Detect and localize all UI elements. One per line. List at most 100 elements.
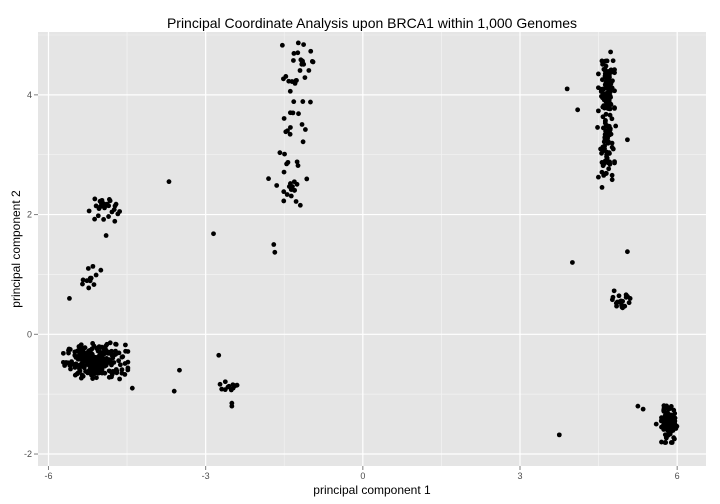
data-point	[99, 370, 105, 376]
data-point	[119, 367, 125, 373]
data-point	[109, 209, 115, 215]
x-tick-label: -6	[44, 471, 52, 481]
data-point	[295, 50, 301, 56]
data-point	[616, 293, 622, 299]
data-point	[599, 77, 605, 83]
data-point	[104, 201, 110, 207]
data-point	[297, 68, 303, 73]
data-point	[291, 99, 297, 105]
data-point	[603, 171, 609, 176]
data-point	[286, 78, 292, 84]
data-point	[119, 354, 125, 360]
data-point	[230, 385, 236, 391]
data-point	[266, 176, 271, 182]
data-point	[661, 407, 667, 413]
data-point	[103, 343, 109, 349]
data-point	[608, 101, 613, 107]
data-point	[89, 369, 95, 374]
data-point	[281, 169, 287, 175]
data-point	[291, 179, 297, 185]
data-point	[602, 146, 607, 152]
data-point	[302, 127, 308, 132]
data-point	[112, 203, 118, 209]
data-point	[292, 187, 297, 193]
data-point	[77, 352, 82, 357]
data-point	[85, 266, 91, 271]
data-point	[609, 172, 615, 178]
data-point	[113, 342, 119, 347]
data-point	[93, 272, 99, 278]
data-point	[122, 361, 128, 366]
points-layer	[60, 40, 680, 445]
x-tick-label: 6	[675, 471, 680, 481]
data-point	[101, 351, 107, 357]
data-point	[626, 300, 632, 306]
data-point	[605, 140, 611, 146]
data-point	[603, 75, 609, 81]
data-point	[219, 386, 225, 392]
data-point	[607, 125, 612, 131]
data-point	[293, 78, 299, 84]
data-point	[659, 439, 664, 445]
data-point	[674, 423, 680, 429]
data-point	[614, 299, 620, 305]
x-axis-title: principal component 1	[313, 483, 431, 497]
data-point	[608, 49, 613, 55]
data-point	[671, 435, 677, 441]
data-point	[117, 376, 122, 382]
y-tick-label: -2	[24, 449, 32, 459]
data-point	[665, 406, 671, 412]
data-point	[117, 362, 123, 368]
data-point	[635, 403, 641, 409]
data-point	[659, 415, 664, 421]
data-point	[93, 203, 99, 209]
data-point	[302, 75, 308, 80]
data-point	[91, 282, 97, 288]
data-point	[274, 183, 280, 188]
data-point	[222, 387, 228, 393]
data-point	[285, 159, 291, 165]
data-point	[288, 125, 293, 130]
data-point	[595, 108, 601, 114]
data-point	[595, 174, 601, 180]
data-point	[281, 189, 287, 195]
data-point	[94, 366, 100, 372]
data-point	[599, 160, 605, 165]
data-point	[620, 305, 625, 311]
data-point	[102, 358, 108, 364]
data-point	[602, 120, 608, 126]
data-point	[304, 176, 310, 182]
data-point	[123, 342, 128, 348]
data-point	[595, 125, 600, 130]
data-point	[90, 376, 96, 381]
data-point	[84, 278, 90, 284]
data-point	[284, 192, 290, 197]
data-point	[86, 285, 92, 291]
data-point	[287, 88, 293, 94]
data-point	[605, 95, 611, 101]
data-point	[93, 361, 99, 367]
data-point	[94, 375, 99, 381]
data-point	[612, 105, 617, 111]
data-point	[91, 343, 97, 349]
data-point	[609, 140, 615, 146]
data-point	[661, 403, 667, 409]
data-point	[610, 294, 616, 300]
data-point	[602, 85, 608, 91]
data-point	[627, 296, 633, 301]
data-point	[166, 179, 172, 185]
data-point	[671, 407, 677, 413]
data-point	[229, 403, 235, 409]
data-point	[607, 84, 613, 90]
data-point	[607, 106, 613, 112]
data-point	[106, 214, 111, 219]
data-point	[234, 382, 240, 388]
data-point	[299, 122, 305, 127]
data-point	[609, 177, 615, 183]
data-point	[117, 209, 123, 214]
data-point	[177, 367, 182, 373]
data-point	[662, 432, 668, 438]
data-point	[106, 374, 112, 380]
